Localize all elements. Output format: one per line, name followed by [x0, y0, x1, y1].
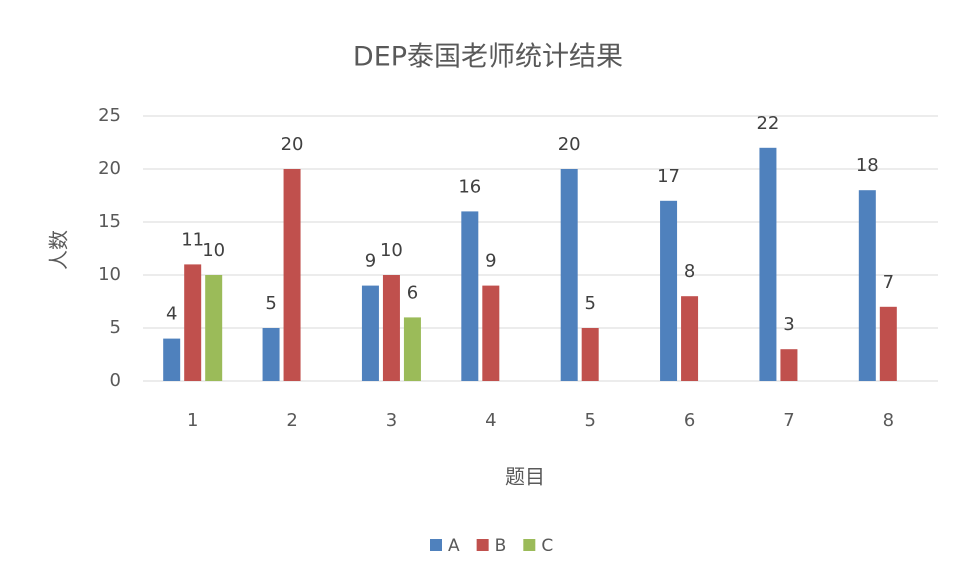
bar	[879, 306, 897, 381]
x-axis-label: 题目	[505, 465, 545, 489]
data-label: 4	[166, 304, 177, 325]
data-label: 16	[458, 176, 481, 197]
x-tick-label: 7	[783, 410, 794, 431]
y-tick-label: 15	[98, 211, 121, 232]
bar	[681, 296, 699, 381]
data-label: 9	[365, 251, 376, 272]
bar	[205, 275, 223, 381]
data-label: 11	[181, 229, 204, 250]
bar	[361, 285, 379, 381]
data-label: 5	[584, 293, 595, 314]
bar	[403, 317, 421, 381]
data-label: 3	[783, 314, 794, 335]
x-tick-label: 1	[187, 410, 198, 431]
data-label: 22	[756, 113, 779, 134]
bar	[283, 169, 301, 381]
x-tick-label: 8	[883, 410, 894, 431]
bar	[660, 200, 678, 381]
data-label: 20	[281, 134, 304, 155]
data-label: 10	[202, 240, 225, 261]
bar	[163, 338, 181, 381]
y-tick-label: 20	[98, 158, 121, 179]
x-tick-label: 2	[286, 410, 297, 431]
legend-label: B	[495, 536, 507, 556]
data-label: 17	[657, 166, 680, 187]
legend-label: C	[541, 536, 553, 556]
data-label: 10	[380, 240, 403, 261]
y-axis-label: 人数	[47, 230, 71, 270]
data-label: 18	[856, 155, 879, 176]
bar	[382, 275, 400, 381]
x-tick-label: 3	[386, 410, 397, 431]
bar	[780, 349, 798, 381]
x-tick-label: 4	[485, 410, 496, 431]
chart-title: DEP泰国老师统计结果	[353, 42, 623, 73]
x-tick-label: 6	[684, 410, 695, 431]
bar	[262, 328, 280, 381]
bar	[581, 328, 599, 381]
y-tick-label: 10	[98, 264, 121, 285]
data-label: 6	[407, 282, 418, 303]
data-label: 8	[684, 261, 695, 282]
y-tick-label: 5	[110, 317, 121, 338]
bar	[858, 190, 876, 381]
bar	[461, 211, 479, 381]
legend-swatch	[523, 539, 536, 551]
legend-swatch	[476, 539, 489, 551]
bar	[759, 147, 777, 381]
legend-label: A	[448, 536, 460, 556]
data-label: 20	[558, 134, 581, 155]
data-label: 9	[485, 251, 496, 272]
y-tick-label: 25	[98, 105, 121, 126]
data-label: 5	[265, 293, 276, 314]
y-tick-label: 0	[110, 370, 121, 391]
bar	[560, 169, 578, 381]
bar	[482, 285, 500, 381]
legend-swatch	[430, 539, 442, 551]
bar	[184, 264, 202, 381]
x-tick-label: 5	[584, 410, 595, 431]
data-label: 7	[883, 272, 894, 293]
